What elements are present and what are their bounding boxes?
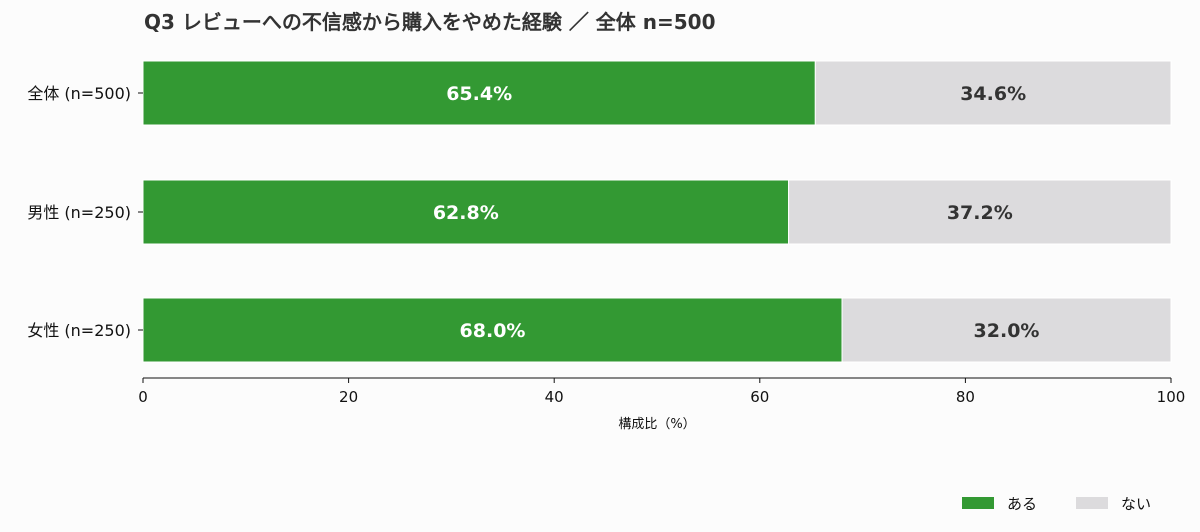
data-label-aru-row-1: 62.8% — [433, 202, 499, 224]
x-tick-label-80: 80 — [956, 388, 975, 406]
data-label-nai-row-2: 32.0% — [974, 320, 1040, 342]
x-axis-label: 構成比（%） — [618, 417, 695, 432]
x-axis: 0 20 40 60 80 100 — [138, 377, 1186, 406]
data-label-aru-row-0: 65.4% — [446, 83, 512, 105]
legend: ある ない — [962, 495, 1151, 513]
chart-title: Q3 レビューへの不信感から購入をやめた経験 ／ 全体 n=500 — [144, 10, 716, 34]
x-tick-label-40: 40 — [545, 388, 564, 406]
category-label-row-2: 女性 (n=250) — [27, 321, 131, 340]
bar-segment-aru-row-0 — [142, 60, 816, 126]
legend-swatch-nai — [1076, 497, 1108, 509]
legend-label-aru: ある — [1007, 495, 1037, 513]
category-label-row-0: 全体 (n=500) — [27, 84, 131, 103]
data-label-nai-row-0: 34.6% — [960, 83, 1026, 105]
bar-segment-nai-row-2 — [841, 297, 1172, 363]
category-labels: 全体 (n=500) 男性 (n=250) 女性 (n=250) — [27, 84, 143, 340]
bar-segment-nai-row-0 — [814, 60, 1172, 126]
bars-group: 65.4% 34.6% 62.8% 37.2% 68.0% 32.0% — [142, 60, 1172, 363]
x-tick-label-100: 100 — [1157, 388, 1186, 406]
data-label-aru-row-2: 68.0% — [460, 320, 526, 342]
data-label-nai-row-1: 37.2% — [947, 202, 1013, 224]
bar-segment-nai-row-1 — [788, 179, 1172, 245]
bar-segment-aru-row-1 — [142, 179, 790, 245]
x-tick-label-20: 20 — [339, 388, 358, 406]
legend-swatch-aru — [962, 497, 994, 509]
x-tick-label-60: 60 — [750, 388, 769, 406]
legend-label-nai: ない — [1121, 495, 1151, 513]
category-label-row-1: 男性 (n=250) — [27, 203, 131, 222]
x-tick-label-0: 0 — [138, 388, 148, 406]
bar-segment-aru-row-2 — [142, 297, 843, 363]
